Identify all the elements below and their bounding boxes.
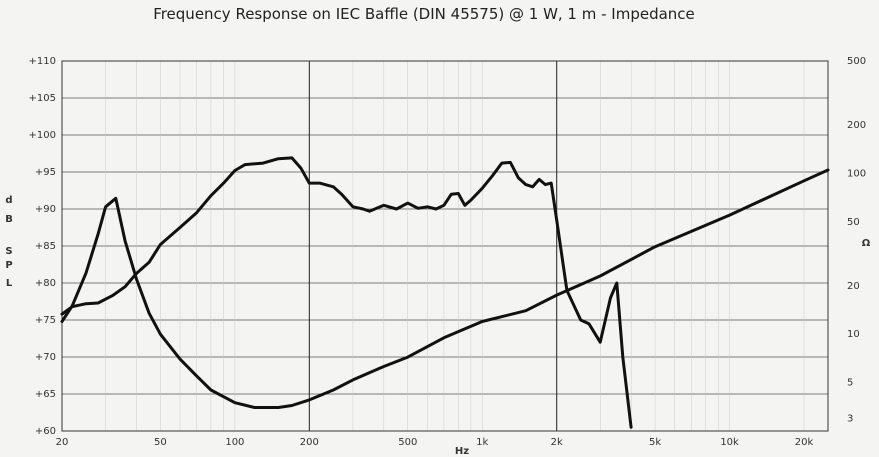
y-right-tick-label: 200	[847, 120, 866, 131]
y-left-tick-label: +65	[35, 389, 56, 400]
y-left-tick-label: +80	[35, 278, 56, 289]
x-tick-label: 5k	[649, 437, 661, 448]
y-left-tick-label: +85	[35, 241, 56, 252]
tick-labels: +110 +105 +100 +95 +90 +85 +80 +75 +70 +65 +60 500 2…	[5, 56, 866, 448]
y-left-tick-label: +95	[35, 167, 56, 178]
y-left-tick-label: +105	[29, 93, 56, 104]
x-axis-label: Hz	[455, 446, 469, 457]
curves	[60, 156, 830, 429]
y-left-axis-letter: S	[5, 246, 12, 257]
y-left-tick-label: +90	[35, 204, 56, 215]
y-left-tick-label: +110	[29, 56, 56, 67]
y-right-tick-label: 5	[847, 378, 853, 389]
grid	[61, 60, 829, 432]
x-tick-label: 50	[154, 437, 167, 448]
y-right-tick-label: 3	[847, 413, 853, 424]
y-left-axis-letter: d	[5, 195, 12, 206]
y-right-axis-label: Ω	[862, 238, 871, 249]
y-left-axis-letter: L	[6, 278, 13, 289]
y-left-tick-label: +100	[29, 130, 56, 141]
x-tick-label: 20	[56, 437, 69, 448]
x-tick-label: 100	[225, 437, 244, 448]
impedance-curve	[60, 168, 830, 409]
plot-frame	[61, 60, 829, 432]
y-left-axis-letter: P	[5, 260, 12, 271]
x-tick-label: 10k	[720, 437, 739, 448]
y-right-tick-label: 50	[847, 217, 860, 228]
y-left-tick-label: +75	[35, 315, 56, 326]
spl-curve	[60, 156, 633, 429]
y-right-tick-label: 500	[847, 56, 866, 67]
x-tick-label: 20k	[795, 437, 814, 448]
x-tick-label: 500	[398, 437, 417, 448]
x-tick-label: 200	[300, 437, 319, 448]
y-left-axis-letter: B	[5, 214, 13, 225]
chart-title: Frequency Response on IEC Baffle (DIN 45…	[153, 5, 695, 23]
x-tick-label: 2k	[551, 437, 563, 448]
x-tick-label: 1k	[476, 437, 488, 448]
y-right-tick-label: 10	[847, 329, 860, 340]
y-right-tick-label: 20	[847, 281, 860, 292]
y-right-tick-label: 100	[847, 168, 866, 179]
y-left-tick-label: +60	[35, 426, 56, 437]
y-left-tick-label: +70	[35, 352, 56, 363]
